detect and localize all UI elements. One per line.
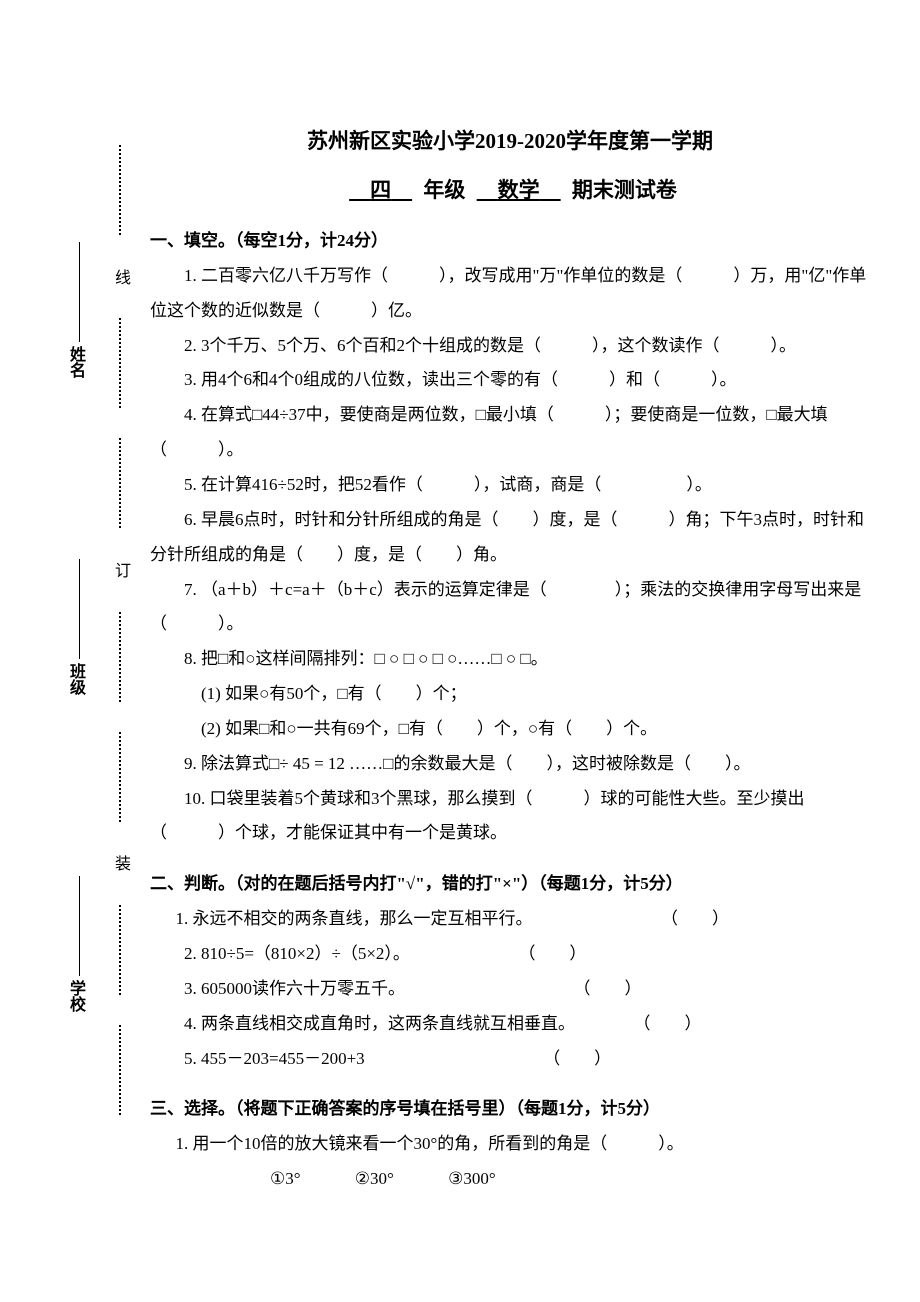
dotted-line [119,732,121,822]
section-3-title: 三、选择。（将题下正确答案的序号填在括号里）（每题1分，计5分） [150,1092,870,1127]
q1-5: 5. 在计算416÷52时，把52看作（ ），试商，商是（ ）。 [150,468,870,503]
field-name: 姓名 [63,238,87,378]
q2-3: 3. 605000读作六十万零五千。 （ ） [150,972,870,1007]
q2-4-paren: （ ） [634,1014,702,1033]
q2-5: 5. 455－203=455－200+3 （ ） [150,1042,870,1077]
field-name-line [79,242,80,342]
q2-2: 2. 810÷5=（810×2）÷（5×2）。 （ ） [150,937,870,972]
dotted-line [119,438,121,528]
q2-2-text: 2. 810÷5=（810×2）÷（5×2）。 [184,944,410,963]
binding-line-column: 线 订 装 [100,130,140,1130]
field-class: 班级 [63,555,87,695]
subject-value: 数学 [498,178,540,202]
field-class-label: 班级 [63,663,87,695]
q1-8: 8. 把□和○这样间隔排列：□ ○ □ ○ □ ○……□ ○ □。 [150,642,870,677]
spacer [150,851,870,861]
q2-4-text: 4. 两条直线相交成直角时，这两条直线就互相垂直。 [184,1014,575,1033]
q2-3-text: 3. 605000读作六十万零五千。 [184,979,405,998]
dotted-line [119,145,121,235]
q2-5-text: 5. 455－203=455－200+3 [184,1049,365,1068]
field-name-label: 姓名 [63,346,87,378]
q2-2-paren: （ ） [518,944,586,963]
binding-zhuang: 装 [108,851,132,875]
binding-xian: 线 [108,265,132,289]
q1-1: 1. 二百零六亿八千万写作（ ），改写成用"万"作单位的数是（ ）万，用"亿"作… [150,259,870,329]
option-2: ②30° [355,1169,394,1188]
q1-6: 6. 早晨6点时，时针和分针所组成的角是（ ）度，是（ ）角；下午3点时，时针和… [150,503,870,573]
field-school-line [79,876,80,976]
field-school-label: 学校 [63,980,87,1012]
spacer [150,1076,870,1086]
dotted-line [119,1025,121,1115]
binding-ding: 订 [108,558,132,582]
q2-1-text: 1. 永远不相交的两条直线，那么一定互相平行。 [176,909,533,928]
q1-8-2: (2) 如果□和○一共有69个，□有（ ）个，○有（ ）个。 [150,712,870,747]
test-label: 期末测试卷 [572,178,677,202]
section-1-title: 一、填空。（每空1分，计24分） [150,224,870,259]
q2-4: 4. 两条直线相交成直角时，这两条直线就互相垂直。 （ ） [150,1007,870,1042]
grade-value: 四 [370,178,391,202]
q1-8-1: (1) 如果○有50个，□有（ ）个； [150,677,870,712]
q1-4: 4. 在算式□44÷37中，要使商是两位数，□最小填（ ）；要使商是一位数，□最… [150,398,870,468]
field-class-line [79,559,80,659]
dotted-line [119,905,121,995]
page-title-2: 四 年级 数学 期末测试卷 [150,169,870,212]
grade-underline: 四 [343,178,418,202]
dotted-line [119,318,121,408]
q1-2: 2. 3个千万、5个万、6个百和2个十组成的数是（ ），这个数读作（ ）。 [150,329,870,364]
q2-3-paren: （ ） [574,979,642,998]
form-fields-column: 姓名 班级 学校 [60,150,90,1100]
field-school: 学校 [63,872,87,1012]
q3-1-options: ①3° ②30° ③300° [150,1162,870,1197]
page-title-1: 苏州新区实验小学2019-2020学年度第一学期 [150,120,870,163]
q2-1-paren: （ ） [661,909,729,928]
dotted-line [119,612,121,702]
q1-10: 10. 口袋里装着5个黄球和3个黑球，那么摸到（ ）球的可能性大些。至少摸出（ … [150,782,870,852]
subject-underline: 数学 [471,178,567,202]
grade-label: 年级 [423,178,465,202]
q1-7: 7. （a＋b）＋c=a＋（b＋c）表示的运算定律是（ ）；乘法的交换律用字母写… [150,573,870,643]
title-block: 苏州新区实验小学2019-2020学年度第一学期 四 年级 数学 期末测试卷 [150,120,870,212]
option-3: ③300° [448,1169,496,1188]
q2-1: 1. 永远不相交的两条直线，那么一定互相平行。 （ ） [150,902,870,937]
q2-5-paren: （ ） [543,1049,611,1068]
main-content: 苏州新区实验小学2019-2020学年度第一学期 四 年级 数学 期末测试卷 一… [150,120,870,1197]
q1-9: 9. 除法算式□÷ 45 = 12 ……□的余数最大是（ ），这时被除数是（ ）… [150,747,870,782]
q3-1: 1. 用一个10倍的放大镜来看一个30°的角，所看到的角是（ ）。 [150,1127,870,1162]
section-2-title: 二、判断。（对的在题后括号内打"√"，错的打"×"）（每题1分，计5分） [150,867,870,902]
q1-3: 3. 用4个6和4个0组成的八位数，读出三个零的有（ ）和（ ）。 [150,363,870,398]
option-1: ①3° [270,1169,301,1188]
